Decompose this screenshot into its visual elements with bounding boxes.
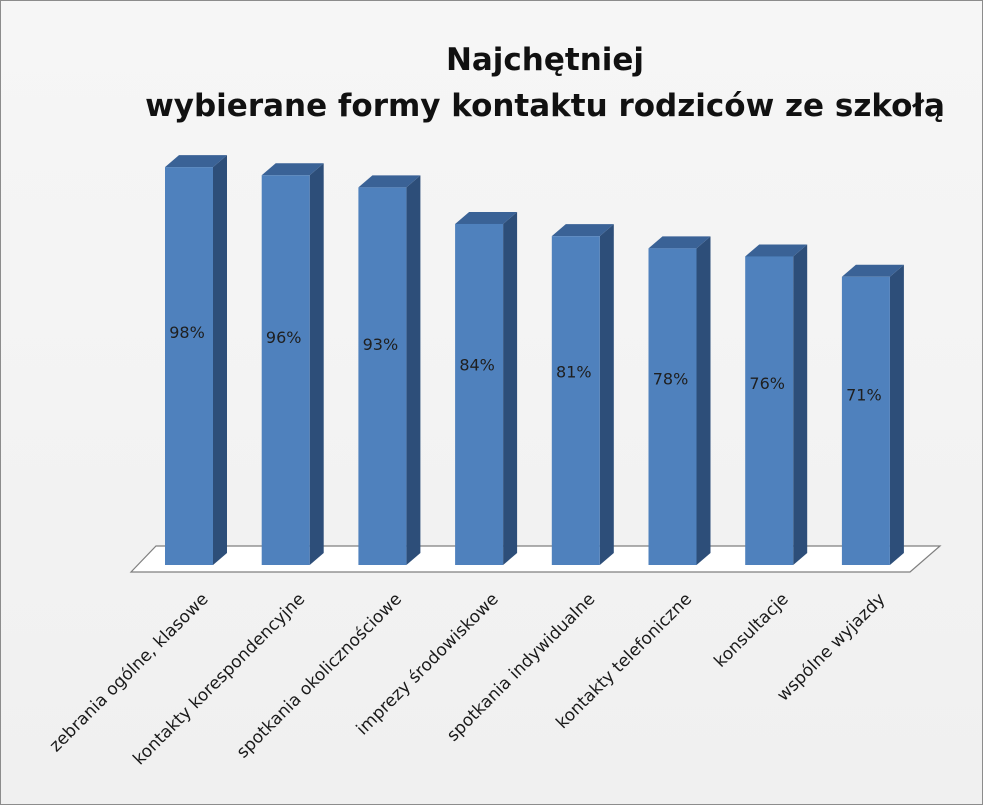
bar xyxy=(455,223,504,565)
chart-title-line2: wybierane formy kontaktu rodziców ze szk… xyxy=(145,88,945,124)
bar xyxy=(841,276,890,565)
bar xyxy=(261,175,310,566)
data-label: 71% xyxy=(846,386,882,405)
data-label: 81% xyxy=(556,363,592,382)
bar-top xyxy=(551,224,614,237)
bar-top xyxy=(841,264,904,277)
data-label: 76% xyxy=(749,374,785,393)
bar xyxy=(165,167,213,565)
bar-top xyxy=(261,163,324,176)
data-label: 78% xyxy=(653,369,689,388)
x-tick-label: konsultacje xyxy=(710,589,792,671)
bar xyxy=(745,256,794,565)
data-label: 93% xyxy=(363,335,399,354)
x-tick-label: zebrania ogólne, klasowe xyxy=(46,589,213,756)
bar xyxy=(648,248,697,565)
bar-side xyxy=(793,244,808,565)
bar-side xyxy=(406,175,421,566)
bar xyxy=(551,236,600,565)
bar-side xyxy=(213,155,227,565)
data-label: 96% xyxy=(266,328,302,347)
chart-title-line1: Najchętniej xyxy=(445,42,645,78)
bar-top xyxy=(165,155,227,168)
data-label: 84% xyxy=(459,356,495,375)
x-tick-label: kontakty korespondencyjne xyxy=(129,589,309,769)
bar-side xyxy=(503,211,518,565)
bar-side xyxy=(599,224,614,565)
x-tick-label: spotkania okolicznościowe xyxy=(233,589,406,762)
chart-floor xyxy=(129,545,942,573)
bar-side xyxy=(696,236,711,565)
data-label: 98% xyxy=(169,323,205,342)
x-tick-label: wspólne wyjazdy xyxy=(773,589,889,705)
bar-side xyxy=(309,163,324,566)
bar-top xyxy=(745,244,808,257)
bar-top xyxy=(455,211,518,224)
bar-side xyxy=(889,264,904,565)
bar-top xyxy=(648,236,711,249)
bar xyxy=(358,187,407,566)
bar-top xyxy=(358,175,421,188)
